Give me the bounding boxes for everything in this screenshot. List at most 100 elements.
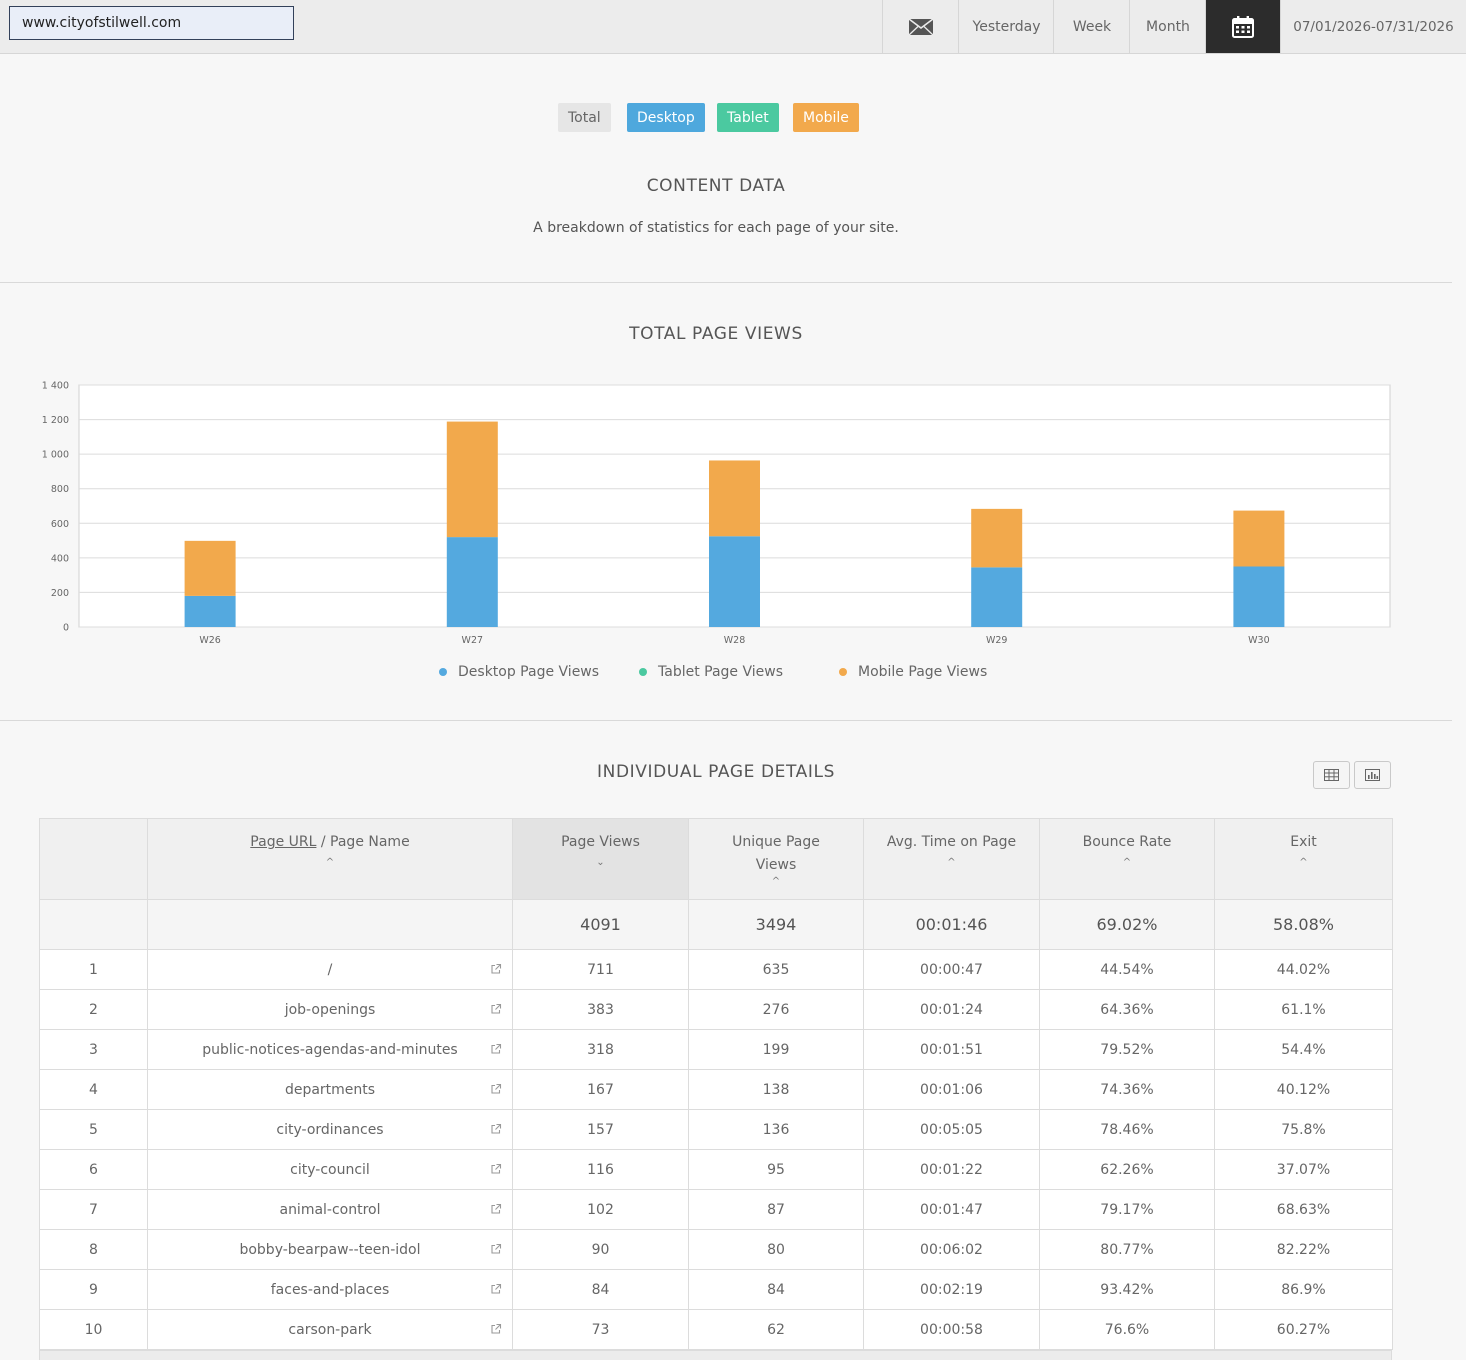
table-row: 6 city-council 116 95 00:01:22 62.26% 37.07% — [39, 1149, 1393, 1190]
month-button[interactable]: Month — [1129, 0, 1206, 53]
y-tick-label: 1 400 — [42, 381, 69, 392]
site-url-input[interactable] — [9, 6, 294, 40]
calendar-button[interactable] — [1205, 0, 1280, 53]
row-unique-views: 276 — [688, 989, 864, 1030]
bar-mobile-w30 — [1233, 510, 1285, 567]
table-row: 7 animal-control 102 87 00:01:47 79.17% 68.63% — [39, 1189, 1393, 1230]
page-name-label: / — [327, 961, 333, 978]
header-exit[interactable]: Exit ^ — [1214, 818, 1393, 900]
row-page-views: 167 — [512, 1069, 689, 1110]
filter-tablet-button[interactable]: Tablet — [717, 103, 779, 132]
header-unique-views[interactable]: Unique Page Views ^ — [688, 818, 864, 900]
row-page-views: 116 — [512, 1149, 689, 1190]
bar-mobile-w29 — [971, 508, 1023, 568]
totals-bounce-rate: 69.02% — [1039, 899, 1215, 950]
row-unique-views: 62 — [688, 1309, 864, 1350]
x-tick-label: W26 — [199, 635, 220, 646]
legend-item-desktop[interactable]: Desktop Page Views — [439, 662, 599, 682]
external-link-icon[interactable] — [490, 1163, 502, 1175]
row-unique-views: 199 — [688, 1029, 864, 1070]
row-unique-views: 84 — [688, 1269, 864, 1310]
row-exit: 54.4% — [1214, 1029, 1393, 1070]
table-icon — [1324, 769, 1339, 781]
sort-page-url-link[interactable]: Page URL — [250, 834, 317, 850]
row-bounce-rate: 74.36% — [1039, 1069, 1215, 1110]
row-rank: 6 — [39, 1149, 148, 1190]
calendar-icon — [1232, 15, 1254, 38]
row-avg-time: 00:00:47 — [863, 949, 1040, 990]
totals-row: 4091 3494 00:01:46 69.02% 58.08% — [39, 899, 1393, 950]
row-page-views: 383 — [512, 989, 689, 1030]
row-avg-time: 00:01:47 — [863, 1189, 1040, 1230]
header-page-views[interactable]: Page Views ⌄ — [512, 818, 689, 900]
row-avg-time: 00:06:02 — [863, 1229, 1040, 1270]
chevron-up-icon: ^ — [1299, 857, 1308, 868]
table-row: 5 city-ordinances 157 136 00:05:05 78.46% 75.8… — [39, 1109, 1393, 1150]
row-rank: 2 — [39, 989, 148, 1030]
chart-view-button[interactable] — [1354, 761, 1391, 789]
legend-label: Tablet Page Views — [658, 664, 784, 680]
page-name-label: departments — [284, 1081, 376, 1098]
row-rank: 8 — [39, 1229, 148, 1270]
x-tick-label: W27 — [462, 635, 483, 646]
row-exit: 68.63% — [1214, 1189, 1393, 1230]
header-page-url[interactable]: Page URL / Page Name ^ — [147, 818, 513, 900]
totals-page-views: 4091 — [512, 899, 689, 950]
chevron-up-icon: ^ — [1122, 857, 1132, 868]
week-button[interactable]: Week — [1053, 0, 1130, 53]
legend-item-mobile[interactable]: Mobile Page Views — [839, 662, 987, 682]
filter-total-button[interactable]: Total — [558, 103, 611, 132]
row-unique-views: 95 — [688, 1149, 864, 1190]
bar-desktop-w30 — [1233, 566, 1285, 627]
external-link-icon[interactable] — [490, 1083, 502, 1095]
row-page-views: 711 — [512, 949, 689, 990]
yesterday-button[interactable]: Yesterday — [958, 0, 1054, 53]
row-unique-views: 80 — [688, 1229, 864, 1270]
external-link-icon[interactable] — [490, 1123, 502, 1135]
row-bounce-rate: 79.52% — [1039, 1029, 1215, 1070]
table-view-button[interactable] — [1313, 761, 1350, 789]
content-data-title: CONTENT DATA — [646, 176, 786, 196]
external-link-icon[interactable] — [490, 1243, 502, 1255]
header-bounce-rate[interactable]: Bounce Rate ^ — [1039, 818, 1215, 900]
external-link-icon[interactable] — [490, 1203, 502, 1215]
page-name-label: faces-and-places — [270, 1281, 390, 1298]
external-link-icon[interactable] — [490, 1003, 502, 1015]
row-page-name: city-ordinances — [147, 1109, 513, 1150]
bar-desktop-w28 — [709, 536, 760, 627]
row-exit: 40.12% — [1214, 1069, 1393, 1110]
row-exit: 61.1% — [1214, 989, 1393, 1030]
totals-unique-views: 3494 — [688, 899, 864, 950]
row-bounce-rate: 76.6% — [1039, 1309, 1215, 1350]
row-rank: 3 — [39, 1029, 148, 1070]
legend-item-tablet[interactable]: Tablet Page Views — [639, 662, 783, 682]
date-range-display[interactable]: 07/01/2026-07/31/2026 — [1280, 0, 1466, 53]
chevron-up-icon: ^ — [325, 857, 335, 868]
external-link-icon[interactable] — [490, 1043, 502, 1055]
external-link-icon[interactable] — [490, 1323, 502, 1335]
row-exit: 44.02% — [1214, 949, 1393, 990]
external-link-icon[interactable] — [490, 963, 502, 975]
external-link-icon[interactable] — [490, 1283, 502, 1295]
header-label: Page Views — [561, 834, 640, 850]
filter-mobile-button[interactable]: Mobile — [793, 103, 859, 132]
row-rank: 1 — [39, 949, 148, 990]
row-unique-views: 635 — [688, 949, 864, 990]
row-exit: 82.22% — [1214, 1229, 1393, 1270]
bar-chart-icon — [1365, 769, 1380, 781]
row-page-name: / — [147, 949, 513, 990]
row-page-name: city-council — [147, 1149, 513, 1190]
section-divider — [0, 720, 1452, 721]
envelope-icon — [908, 17, 934, 35]
page-name-label: city-council — [290, 1161, 370, 1178]
row-avg-time: 00:00:58 — [863, 1309, 1040, 1350]
y-tick-label: 400 — [51, 553, 69, 564]
table-row: 2 job-openings 383 276 00:01:24 64.36% 61.1% — [39, 989, 1393, 1030]
legend-dot — [439, 668, 447, 676]
page-name-label: / Page Name — [316, 834, 410, 850]
header-avg-time[interactable]: Avg. Time on Page ^ — [863, 818, 1040, 900]
filter-desktop-button[interactable]: Desktop — [627, 103, 705, 132]
email-report-button[interactable] — [882, 0, 959, 53]
x-tick-label: W30 — [1248, 635, 1269, 646]
header-label: Avg. Time on Page — [886, 834, 1017, 850]
